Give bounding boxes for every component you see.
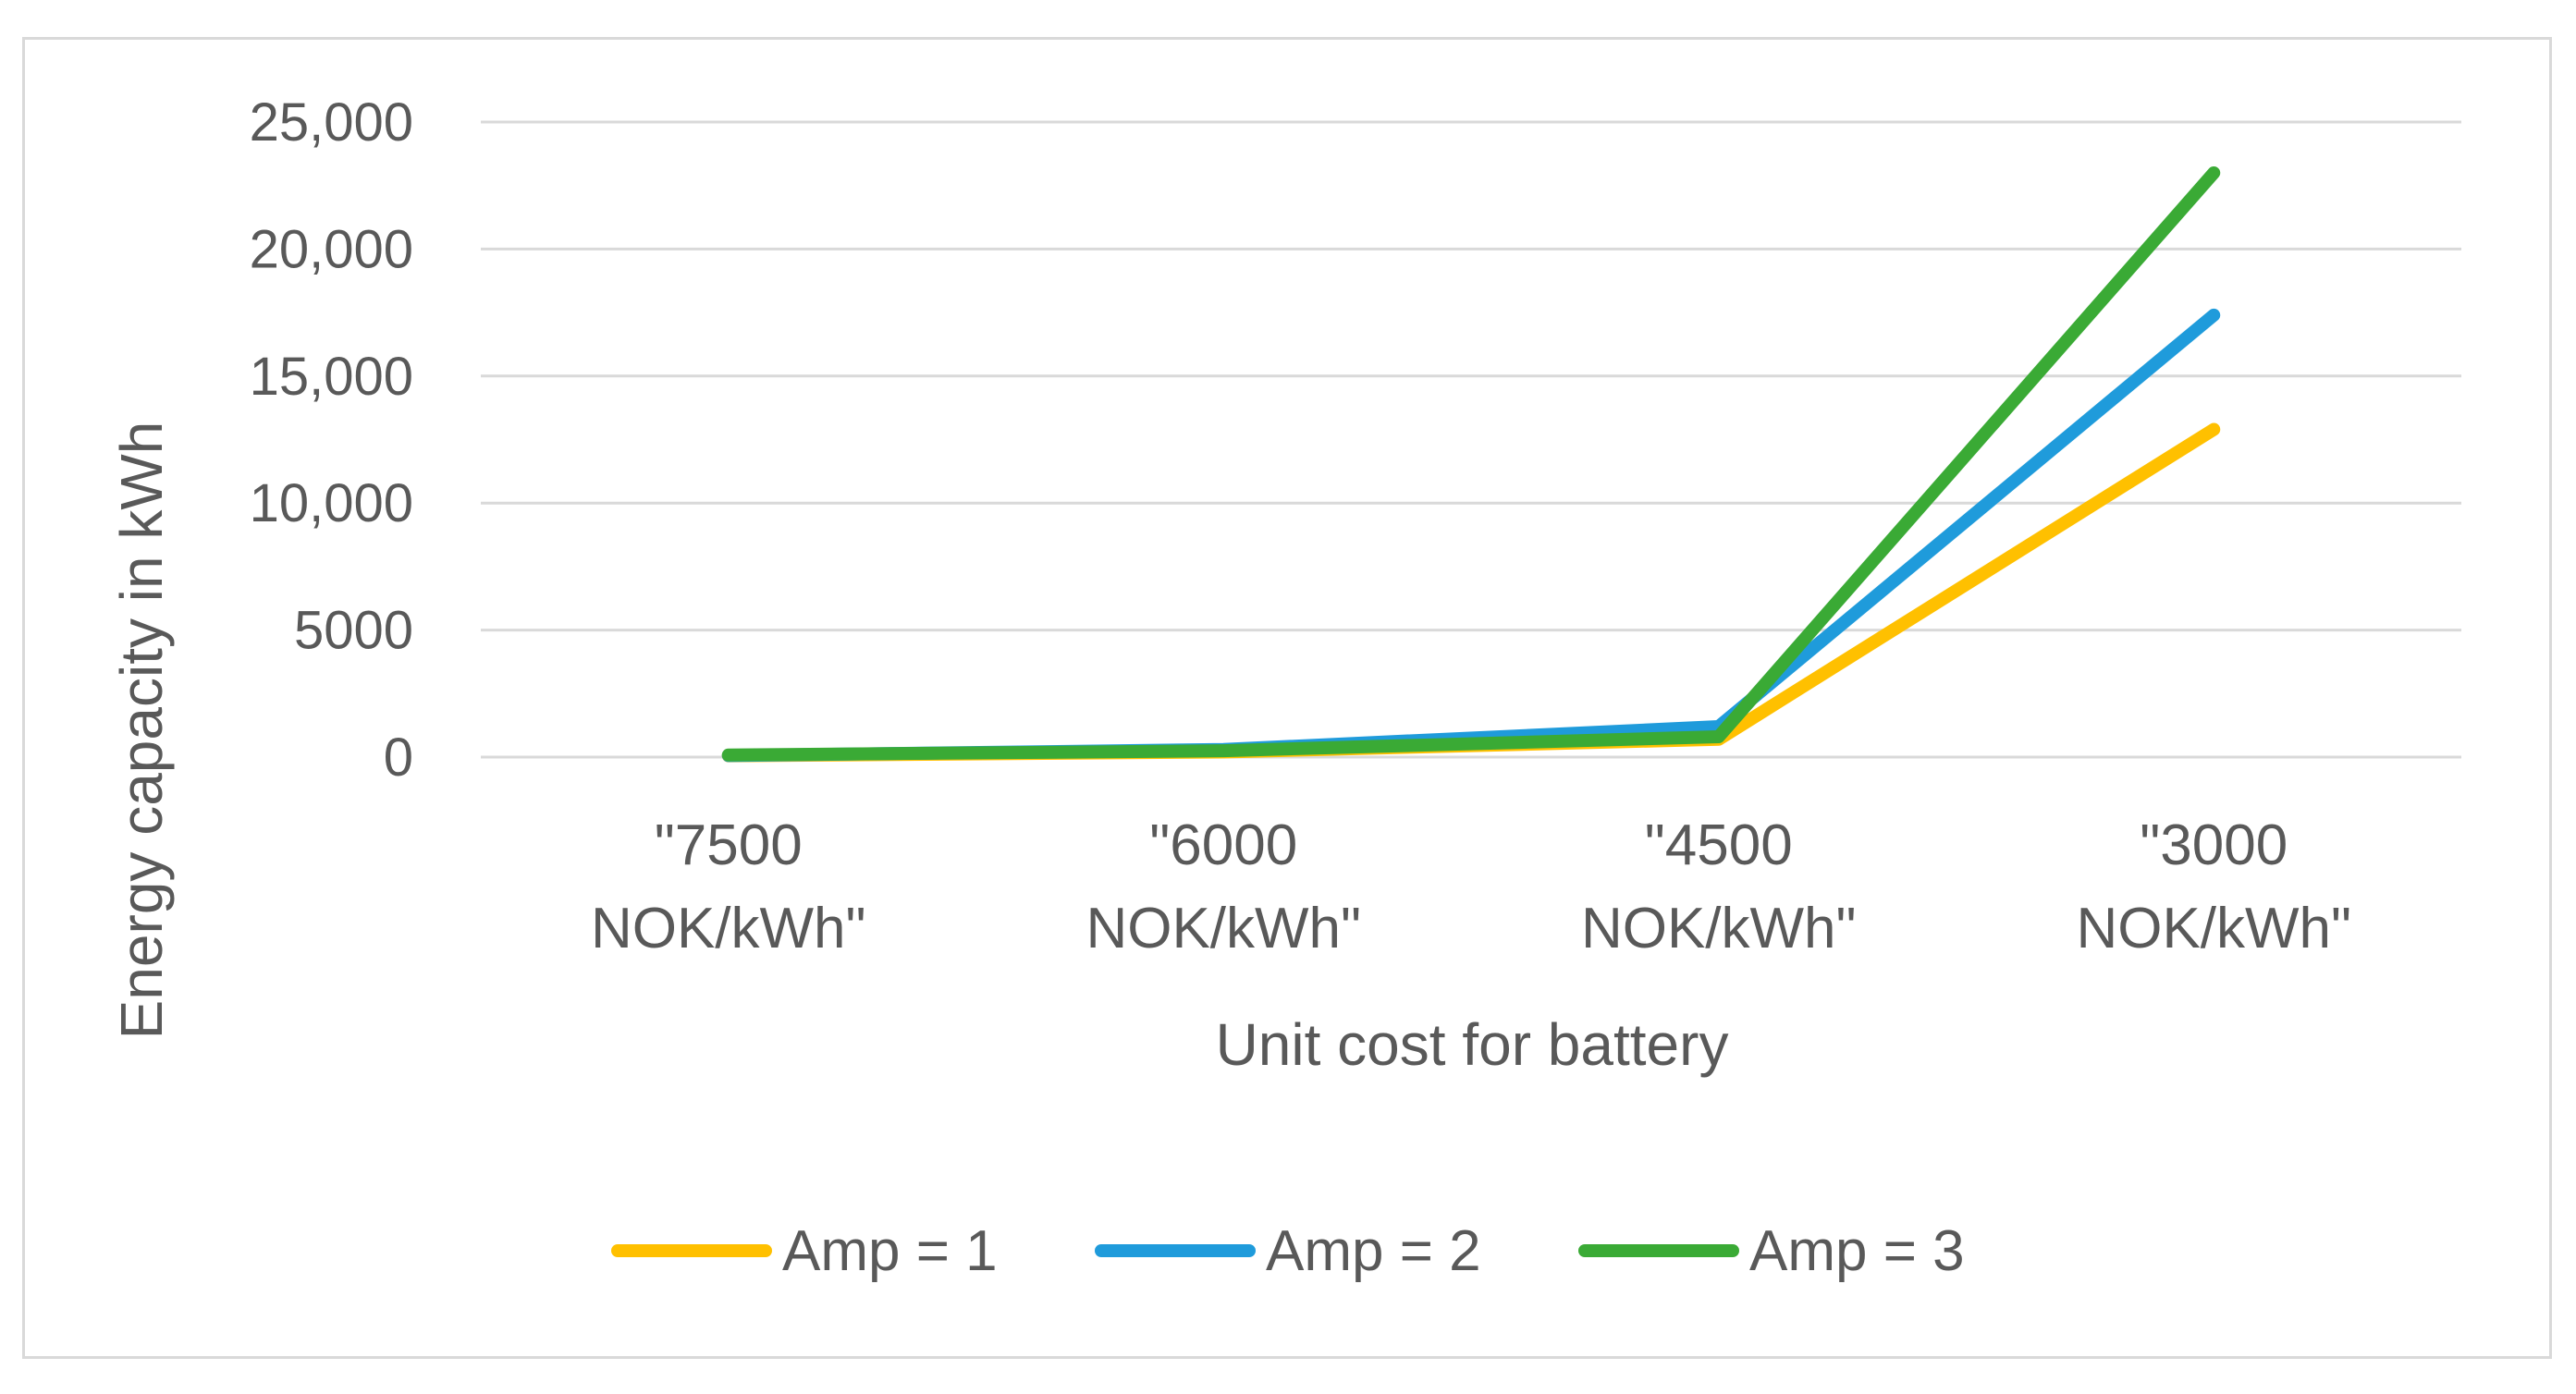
legend-label: Amp = 2 [1266, 1219, 1481, 1283]
series-lines [721, 165, 2221, 763]
y-axis-label: Energy capacity in kWh [108, 422, 175, 1040]
y-tick-label: 10,000 [250, 473, 413, 533]
x-tick-label: NOK/kWh" [1581, 897, 1857, 960]
series-line [721, 165, 2221, 762]
series-line [721, 422, 2221, 763]
x-tick-labels: "7500 NOK/kWh" "6000 NOK/kWh" "4500 NOK/kWh" "… [591, 813, 2351, 960]
x-tick-label: NOK/kWh" [591, 897, 866, 960]
x-tick-label: "7500 [655, 813, 803, 877]
y-tick-label: 20,000 [250, 219, 413, 279]
y-tick-label: 0 [384, 728, 413, 788]
y-tick-label: 15,000 [250, 347, 413, 407]
gridlines [481, 120, 2461, 759]
x-tick-label: "6000 [1149, 813, 1297, 877]
series-line [721, 308, 2221, 763]
x-tick-label: NOK/kWh" [1086, 897, 1361, 960]
legend: Amp = 1 Amp = 2 Amp = 3 [611, 1219, 1965, 1283]
legend-label: Amp = 1 [782, 1219, 998, 1283]
y-tick-labels: 0 5000 10,000 15,000 20,000 25,000 [250, 92, 413, 788]
x-tick-label: NOK/kWh" [2076, 897, 2351, 960]
y-tick-label: 25,000 [250, 92, 413, 153]
legend-label: Amp = 3 [1749, 1219, 1965, 1283]
chart-frame [22, 37, 2552, 1359]
y-tick-label: 5000 [294, 601, 413, 661]
x-tick-label: "3000 [2140, 813, 2288, 877]
x-tick-label: "4500 [1645, 813, 1793, 877]
x-axis-label: Unit cost for battery [1216, 1011, 1729, 1078]
